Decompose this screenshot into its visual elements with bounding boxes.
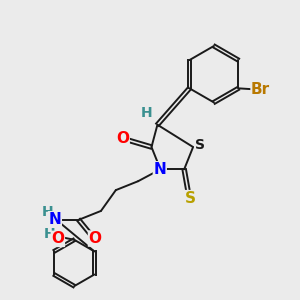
Text: N: N xyxy=(49,212,61,227)
Text: O: O xyxy=(88,231,101,246)
Text: N: N xyxy=(153,162,166,177)
Text: S: S xyxy=(195,138,205,152)
Text: O: O xyxy=(51,231,64,246)
Text: H: H xyxy=(44,227,56,242)
Text: Br: Br xyxy=(251,82,270,97)
Text: O: O xyxy=(116,130,129,146)
Text: S: S xyxy=(184,191,196,206)
Text: H: H xyxy=(141,106,153,120)
Text: H: H xyxy=(42,205,53,218)
